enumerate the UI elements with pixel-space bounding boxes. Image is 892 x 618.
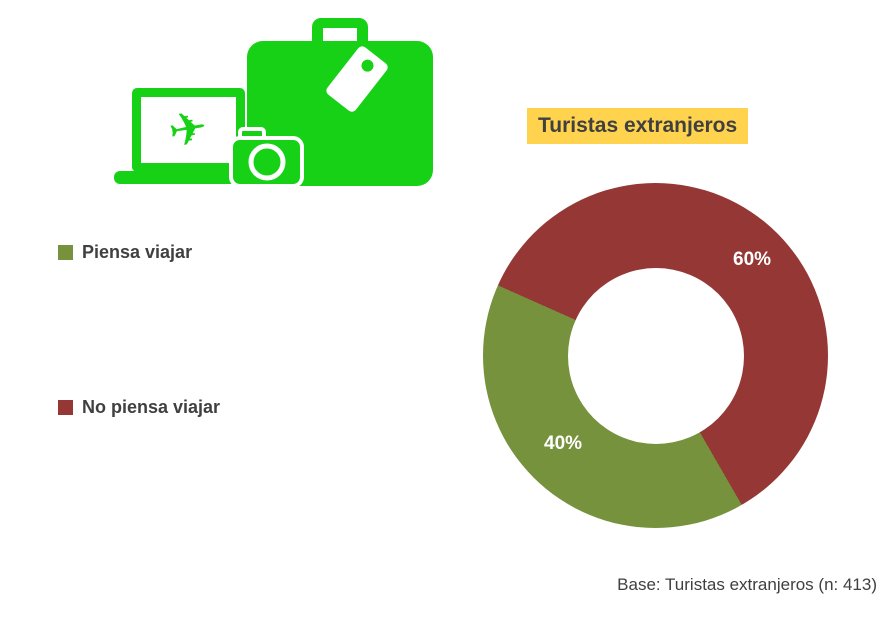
legend-item-piensa-viajar: Piensa viajar bbox=[58, 242, 192, 263]
airplane-icon: ✈ bbox=[164, 100, 211, 158]
legend-label-no-piensa-viajar: No piensa viajar bbox=[82, 397, 221, 417]
donut-chart: 60% 40% bbox=[483, 183, 828, 528]
base-note: Base: Turistas extranjeros (n: 413) bbox=[617, 575, 877, 594]
chart-title: Turistas extranjeros bbox=[527, 108, 749, 144]
pct-label-piensa-viajar: 40% bbox=[544, 433, 583, 454]
travel-icon: ✈ bbox=[114, 18, 433, 188]
donut-hole bbox=[567, 267, 744, 444]
legend-swatch-no-piensa-viajar bbox=[58, 400, 73, 415]
laptop-base-icon bbox=[114, 171, 257, 184]
legend-swatch-piensa-viajar bbox=[58, 245, 73, 260]
luggage-tag-icon bbox=[326, 46, 388, 112]
legend-item-no-piensa-viajar: No piensa viajar bbox=[58, 397, 220, 418]
pct-label-no-piensa-viajar: 60% bbox=[733, 249, 772, 270]
camera-icon bbox=[229, 127, 304, 188]
legend-label-piensa-viajar: Piensa viajar bbox=[82, 242, 193, 262]
laptop-icon bbox=[132, 88, 245, 172]
